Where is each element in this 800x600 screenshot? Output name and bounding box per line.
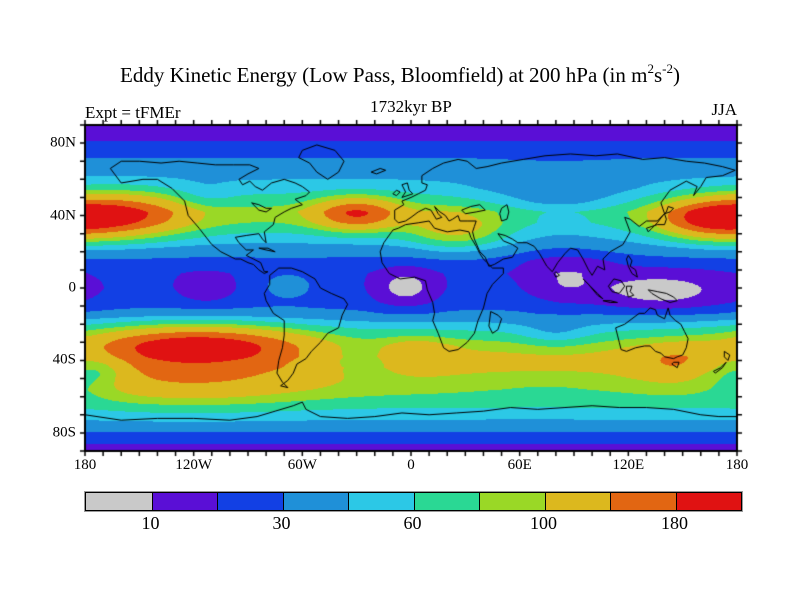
experiment-label: Expt = tFMEr xyxy=(85,103,181,122)
colorbar-segment xyxy=(151,493,217,510)
title-superscript-neg2: -2 xyxy=(662,61,673,76)
colorbar-tick-label: 100 xyxy=(530,513,557,533)
plot-title: Eddy Kinetic Energy (Low Pass, Bloomfiel… xyxy=(60,61,740,88)
lat-axis-label: 40N xyxy=(50,207,76,224)
lat-axis-label: 0 xyxy=(68,279,77,296)
lon-axis-label: 0 xyxy=(407,457,415,473)
date-label: 1732kyr BP xyxy=(370,97,452,116)
colorbar-segment xyxy=(675,493,741,510)
colorbar-tick-label: 180 xyxy=(661,513,688,533)
season-label: JJA xyxy=(711,100,737,119)
lon-axis-label: 180 xyxy=(73,457,97,473)
colorbar-segment xyxy=(544,493,610,510)
title-units-s: s xyxy=(653,63,663,87)
colorbar-tick-label: 30 xyxy=(272,513,291,533)
colorbar-segment xyxy=(348,493,414,510)
colorbar-segment xyxy=(282,493,348,510)
lon-axis-label: 120W xyxy=(175,457,212,473)
title-close-paren: ) xyxy=(672,63,680,87)
lon-axis-label: 120E xyxy=(612,457,645,473)
colorbar-segment xyxy=(610,493,676,510)
lat-axis-label: 80N xyxy=(50,134,76,151)
colorbar-segment xyxy=(413,493,479,510)
colorbar-tick-label: 60 xyxy=(403,513,422,533)
lat-axis-label: 80S xyxy=(52,424,76,441)
world-contour-map xyxy=(79,119,743,457)
colorbar-segment xyxy=(479,493,545,510)
lon-axis-label: 60W xyxy=(287,457,317,473)
lon-axis-label: 60E xyxy=(507,457,532,473)
colorbar xyxy=(85,492,742,511)
title-text: Eddy Kinetic Energy (Low Pass, Bloomfiel… xyxy=(120,63,648,87)
colorbar-segment xyxy=(86,493,152,510)
lat-axis-label: 40S xyxy=(52,351,76,368)
title-superscript-2: 2 xyxy=(647,61,654,76)
colorbar-tick-label: 10 xyxy=(141,513,160,533)
lon-axis-label: 180 xyxy=(725,457,749,473)
colorbar-segment xyxy=(217,493,283,510)
